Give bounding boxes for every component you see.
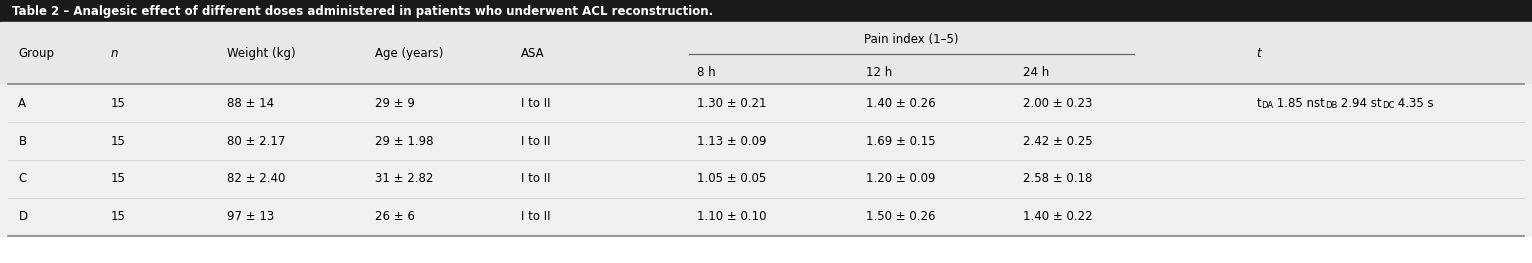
Text: 15: 15	[110, 134, 126, 148]
Bar	[0, 0, 1532, 22]
Text: 1.30 ± 0.21: 1.30 ± 0.21	[697, 97, 766, 109]
Text: 29 ± 9: 29 ± 9	[375, 97, 415, 109]
Text: 29 ± 1.98: 29 ± 1.98	[375, 134, 434, 148]
Text: I to II: I to II	[521, 134, 550, 148]
Text: n: n	[110, 47, 118, 59]
Text: 1.50 ± 0.26: 1.50 ± 0.26	[866, 210, 935, 224]
Text: t: t	[1256, 97, 1261, 109]
Text: 8 h: 8 h	[697, 66, 715, 79]
Bar	[0, 22, 1532, 84]
Text: 26 ± 6: 26 ± 6	[375, 210, 415, 224]
Bar	[0, 198, 1532, 236]
Bar	[0, 122, 1532, 160]
Text: t: t	[1256, 47, 1261, 59]
Text: Pain index (1–5): Pain index (1–5)	[864, 33, 959, 46]
Text: 1.05 ± 0.05: 1.05 ± 0.05	[697, 173, 766, 185]
Text: Age (years): Age (years)	[375, 47, 444, 59]
Text: 1.40 ± 0.22: 1.40 ± 0.22	[1023, 210, 1092, 224]
Text: 80 ± 2.17: 80 ± 2.17	[227, 134, 285, 148]
Text: Table 2 – Analgesic effect of different doses administered in patients who under: Table 2 – Analgesic effect of different …	[12, 4, 714, 18]
Text: 1.13 ± 0.09: 1.13 ± 0.09	[697, 134, 766, 148]
Text: Group: Group	[18, 47, 54, 59]
Text: 2.94 st: 2.94 st	[1337, 97, 1382, 109]
Text: 24 h: 24 h	[1023, 66, 1049, 79]
Bar	[0, 84, 1532, 122]
Text: 88 ± 14: 88 ± 14	[227, 97, 274, 109]
Text: 15: 15	[110, 210, 126, 224]
Text: I to II: I to II	[521, 97, 550, 109]
Text: DC: DC	[1382, 100, 1394, 109]
Text: 15: 15	[110, 97, 126, 109]
Text: C: C	[18, 173, 26, 185]
Text: ASA: ASA	[521, 47, 544, 59]
Text: 4.35 s: 4.35 s	[1394, 97, 1434, 109]
Text: 31 ± 2.82: 31 ± 2.82	[375, 173, 434, 185]
Text: 1.69 ± 0.15: 1.69 ± 0.15	[866, 134, 935, 148]
Text: 1.20 ± 0.09: 1.20 ± 0.09	[866, 173, 935, 185]
Text: 2.58 ± 0.18: 2.58 ± 0.18	[1023, 173, 1092, 185]
Text: DA: DA	[1261, 100, 1273, 109]
Text: A: A	[18, 97, 26, 109]
Text: I to II: I to II	[521, 173, 550, 185]
Text: D: D	[18, 210, 28, 224]
Text: DB: DB	[1325, 100, 1337, 109]
Bar	[0, 160, 1532, 198]
Text: Weight (kg): Weight (kg)	[227, 47, 296, 59]
Text: 12 h: 12 h	[866, 66, 892, 79]
Text: I to II: I to II	[521, 210, 550, 224]
Text: 2.00 ± 0.23: 2.00 ± 0.23	[1023, 97, 1092, 109]
Text: 1.85 nst: 1.85 nst	[1273, 97, 1325, 109]
Text: 2.42 ± 0.25: 2.42 ± 0.25	[1023, 134, 1092, 148]
Text: 1.10 ± 0.10: 1.10 ± 0.10	[697, 210, 766, 224]
Text: 15: 15	[110, 173, 126, 185]
Text: B: B	[18, 134, 26, 148]
Text: 82 ± 2.40: 82 ± 2.40	[227, 173, 285, 185]
Text: 97 ± 13: 97 ± 13	[227, 210, 274, 224]
Text: 1.40 ± 0.26: 1.40 ± 0.26	[866, 97, 935, 109]
